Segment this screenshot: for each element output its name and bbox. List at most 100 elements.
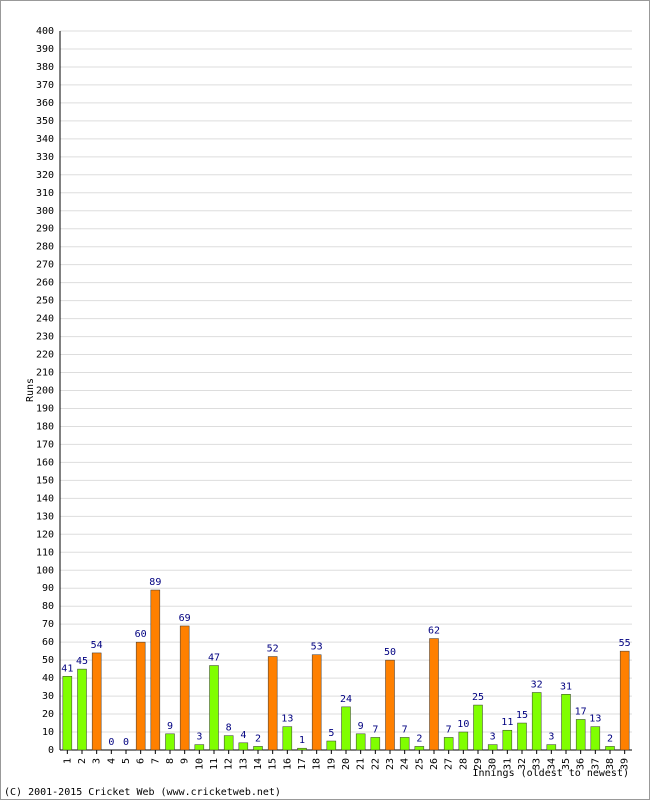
y-tick-label: 310 xyxy=(36,188,54,199)
bar xyxy=(282,726,293,751)
x-tick-label: 6 xyxy=(136,758,147,764)
x-tick-label: 39 xyxy=(620,758,631,770)
x-tick-label: 24 xyxy=(400,758,411,770)
value-label: 53 xyxy=(311,642,323,653)
y-tick-label: 140 xyxy=(36,493,54,504)
y-tick-label: 200 xyxy=(36,386,54,397)
x-tick-label: 25 xyxy=(414,758,425,770)
value-label: 13 xyxy=(589,714,601,725)
bar xyxy=(311,654,322,751)
bar xyxy=(179,625,190,751)
value-label: 50 xyxy=(384,647,396,658)
value-label: 25 xyxy=(472,692,484,703)
y-tick-label: 130 xyxy=(36,511,54,522)
bar xyxy=(473,704,483,751)
x-tick-label: 5 xyxy=(121,758,132,764)
x-tick-label: 3 xyxy=(92,758,103,764)
value-label: 10 xyxy=(457,719,469,730)
y-tick-label: 80 xyxy=(42,601,54,612)
value-label: 13 xyxy=(281,714,293,725)
y-tick-label: 170 xyxy=(36,439,54,450)
bar xyxy=(165,733,175,751)
value-label: 54 xyxy=(91,640,103,651)
value-label: 69 xyxy=(179,613,191,624)
bar xyxy=(253,746,263,751)
y-tick-label: 240 xyxy=(36,314,54,325)
value-label: 0 xyxy=(108,737,114,748)
y-tick-label: 30 xyxy=(42,691,54,702)
x-tick-label: 22 xyxy=(370,758,381,770)
value-label: 11 xyxy=(501,717,513,728)
y-tick-label: 40 xyxy=(42,673,54,684)
x-tick-label: 20 xyxy=(341,758,352,770)
value-label: 9 xyxy=(358,721,364,732)
y-tick-label: 0 xyxy=(48,745,54,756)
y-tick-label: 160 xyxy=(36,457,54,468)
y-tick-label: 330 xyxy=(36,152,54,163)
bar xyxy=(487,744,498,751)
bar xyxy=(575,719,586,751)
x-tick-label: 27 xyxy=(444,758,455,770)
bar xyxy=(135,641,146,751)
value-label: 4 xyxy=(240,730,246,741)
bar xyxy=(517,722,527,751)
value-label: 2 xyxy=(607,733,613,744)
y-tick-label: 90 xyxy=(42,583,54,594)
value-label: 17 xyxy=(575,706,587,717)
x-tick-label: 1 xyxy=(62,758,73,764)
y-tick-label: 270 xyxy=(36,260,54,271)
value-label: 9 xyxy=(167,721,173,732)
value-label: 3 xyxy=(490,732,496,743)
x-tick-label: 26 xyxy=(429,758,440,770)
bar xyxy=(77,668,87,751)
x-tick-label: 29 xyxy=(473,758,484,770)
bar xyxy=(194,744,205,751)
value-label: 15 xyxy=(516,710,528,721)
bar xyxy=(605,746,615,751)
x-tick-label: 32 xyxy=(517,758,528,770)
x-tick-label: 2 xyxy=(77,758,88,764)
bar xyxy=(443,737,454,751)
bar xyxy=(414,746,425,751)
value-label: 3 xyxy=(196,732,202,743)
bar xyxy=(91,652,102,751)
value-label: 7 xyxy=(402,724,408,735)
y-tick-label: 190 xyxy=(36,403,54,414)
value-label: 60 xyxy=(135,629,147,640)
y-tick-label: 50 xyxy=(42,655,54,666)
value-label: 7 xyxy=(372,724,378,735)
y-tick-label: 120 xyxy=(36,529,54,540)
y-tick-label: 360 xyxy=(36,98,54,109)
bar xyxy=(546,744,557,751)
x-tick-label: 18 xyxy=(312,758,323,770)
y-tick-label: 220 xyxy=(36,350,54,361)
y-tick-label: 350 xyxy=(36,116,54,127)
x-tick-label: 38 xyxy=(605,758,616,770)
y-tick-label: 290 xyxy=(36,224,54,235)
y-tick-label: 110 xyxy=(36,547,54,558)
bar xyxy=(267,656,278,751)
x-tick-label: 37 xyxy=(590,758,601,770)
y-tick-label: 210 xyxy=(36,368,54,379)
y-tick-label: 400 xyxy=(36,26,54,37)
x-tick-label: 14 xyxy=(253,758,264,770)
x-tick-label: 10 xyxy=(194,758,205,770)
value-label: 52 xyxy=(267,644,279,655)
value-label: 32 xyxy=(531,679,543,690)
y-tick-label: 230 xyxy=(36,332,54,343)
x-tick-label: 16 xyxy=(282,758,293,770)
bar xyxy=(561,694,571,751)
x-tick-label: 4 xyxy=(106,758,117,764)
y-tick-label: 70 xyxy=(42,619,54,630)
bar xyxy=(297,747,307,751)
bar xyxy=(238,742,249,751)
value-label: 41 xyxy=(61,663,73,674)
x-tick-label: 35 xyxy=(561,758,572,770)
x-tick-label: 23 xyxy=(385,758,396,770)
bar xyxy=(209,665,219,751)
bar xyxy=(502,729,513,751)
x-tick-label: 11 xyxy=(209,758,220,770)
bar xyxy=(429,638,439,751)
value-label: 47 xyxy=(208,653,220,664)
